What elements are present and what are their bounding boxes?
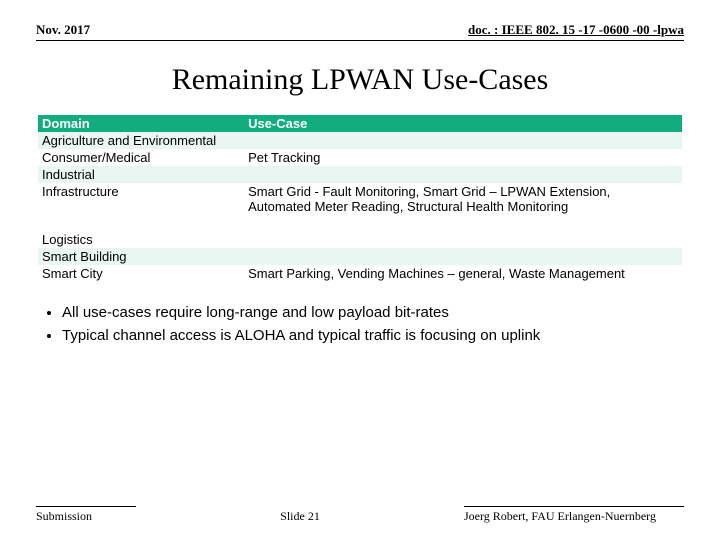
table-row: Industrial bbox=[38, 166, 682, 183]
bullet-item: All use-cases require long-range and low… bbox=[62, 304, 676, 323]
col-header-domain: Domain bbox=[38, 115, 244, 132]
footer: Submission Slide 21 Joerg Robert, FAU Er… bbox=[36, 506, 684, 524]
cell-usecase: Pet Tracking bbox=[244, 149, 682, 166]
cell-domain: Smart Building bbox=[38, 248, 244, 265]
cell-usecase: Smart Grid - Fault Monitoring, Smart Gri… bbox=[244, 183, 682, 215]
cell-domain: Smart City bbox=[38, 265, 244, 282]
header: Nov. 2017 doc. : IEEE 802. 15 -17 -0600 … bbox=[36, 22, 684, 41]
cell-usecase bbox=[244, 132, 682, 149]
table-row: Consumer/Medical Pet Tracking bbox=[38, 149, 682, 166]
cell-usecase bbox=[244, 231, 682, 248]
footer-author: Joerg Robert, FAU Erlangen-Nuernberg bbox=[464, 506, 684, 524]
bullet-list: All use-cases require long-range and low… bbox=[44, 304, 676, 346]
cell-domain: Consumer/Medical bbox=[38, 149, 244, 166]
cell-usecase bbox=[244, 166, 682, 183]
table-row: Smart City Smart Parking, Vending Machin… bbox=[38, 265, 682, 282]
footer-left: Submission bbox=[36, 506, 136, 524]
table-spacer bbox=[38, 215, 682, 231]
use-case-table: Domain Use-Case Agriculture and Environm… bbox=[36, 115, 684, 282]
col-header-usecase: Use-Case bbox=[244, 115, 682, 132]
cell-domain: Infrastructure bbox=[38, 183, 244, 215]
header-date: Nov. 2017 bbox=[36, 22, 90, 38]
cell-domain: Industrial bbox=[38, 166, 244, 183]
cell-usecase bbox=[244, 248, 682, 265]
table-row: Agriculture and Environmental bbox=[38, 132, 682, 149]
cell-usecase: Smart Parking, Vending Machines – genera… bbox=[244, 265, 682, 282]
header-doc: doc. : IEEE 802. 15 -17 -0600 -00 -lpwa bbox=[468, 22, 684, 38]
table-row: Smart Building bbox=[38, 248, 682, 265]
page-title: Remaining LPWAN Use-Cases bbox=[36, 63, 684, 97]
table-row: Logistics bbox=[38, 231, 682, 248]
table-row: Infrastructure Smart Grid - Fault Monito… bbox=[38, 183, 682, 215]
bullet-item: Typical channel access is ALOHA and typi… bbox=[62, 327, 676, 346]
cell-domain: Logistics bbox=[38, 231, 244, 248]
cell-domain: Agriculture and Environmental bbox=[38, 132, 244, 149]
footer-slide: Slide 21 bbox=[280, 509, 320, 524]
